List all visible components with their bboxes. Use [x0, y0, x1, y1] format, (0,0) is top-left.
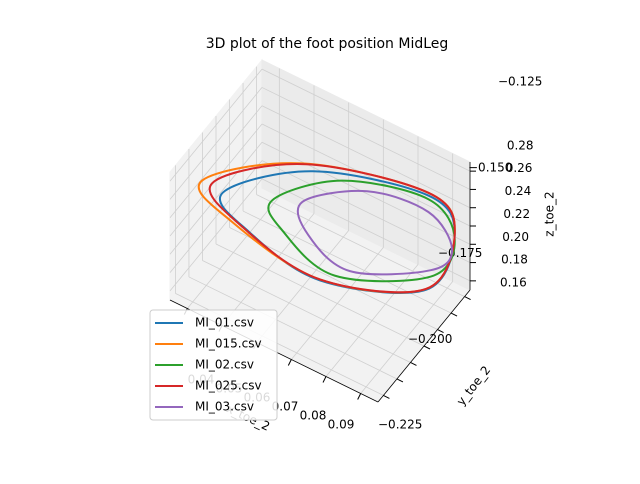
grid-line	[169, 105, 263, 218]
grid-line	[261, 123, 471, 227]
z-tick-label: 0.20	[502, 230, 529, 244]
y-tick-label: −0.150	[468, 160, 512, 174]
y-tick	[383, 394, 390, 399]
grid-line	[169, 87, 263, 200]
legend-label: MI_025.csv	[195, 379, 262, 393]
grid-line	[261, 141, 471, 245]
z-tick-label: 0.24	[505, 184, 532, 198]
y-tick	[396, 378, 404, 383]
z-tick-label: 0.26	[506, 161, 533, 175]
grid-line	[261, 68, 471, 172]
x-tick	[357, 393, 362, 400]
y-tick	[437, 329, 444, 333]
y-tick-label: −0.200	[408, 332, 452, 346]
legend-label: MI_02.csv	[195, 358, 254, 372]
legend-label: MI_01.csv	[195, 316, 254, 330]
grid-line	[188, 276, 398, 380]
y-tick-label: −0.100	[528, 0, 572, 3]
legend-box	[149, 309, 278, 421]
x-tick-label: 0.09	[328, 418, 355, 432]
z-axis-label: z_toe_2	[543, 191, 557, 236]
legend-label: MI_015.csv	[195, 337, 262, 351]
grid-line	[242, 210, 452, 314]
x-tick	[287, 359, 292, 366]
grid-line	[202, 260, 411, 363]
y-tick	[410, 362, 417, 366]
y-axis-label: y_toe_2	[454, 363, 493, 408]
grid-line	[169, 142, 263, 255]
x-tick-label: 0.08	[300, 409, 327, 423]
grid-line	[215, 243, 425, 347]
series-line	[296, 189, 454, 276]
y-tick-label: −0.125	[498, 75, 542, 89]
grid-line	[261, 178, 471, 282]
z-tick-label: 0.22	[503, 207, 530, 221]
grid-line	[169, 160, 263, 273]
chart-title: 3D plot of the foot position MidLeg	[206, 36, 449, 52]
z-tick-label: 0.18	[501, 253, 528, 267]
x-tick	[322, 376, 327, 383]
grid-line	[256, 194, 465, 297]
grid-line	[169, 178, 263, 292]
y-tick	[464, 296, 471, 301]
y-tick-label: −0.175	[438, 246, 482, 260]
legend-label: MI_03.csv	[195, 400, 254, 414]
series-line	[208, 163, 456, 294]
grid-line	[169, 68, 263, 182]
y-tick-label: −0.225	[378, 418, 422, 432]
x-tick-label: 0.07	[272, 400, 299, 414]
z-tick-label: 0.28	[507, 138, 534, 152]
grid-line	[261, 105, 471, 209]
y-tick	[423, 345, 431, 350]
z-tick-label: 0.16	[500, 276, 527, 290]
grid-line	[261, 160, 471, 263]
series-line	[267, 179, 456, 283]
grid-line	[261, 87, 471, 190]
y-tick	[450, 312, 458, 317]
